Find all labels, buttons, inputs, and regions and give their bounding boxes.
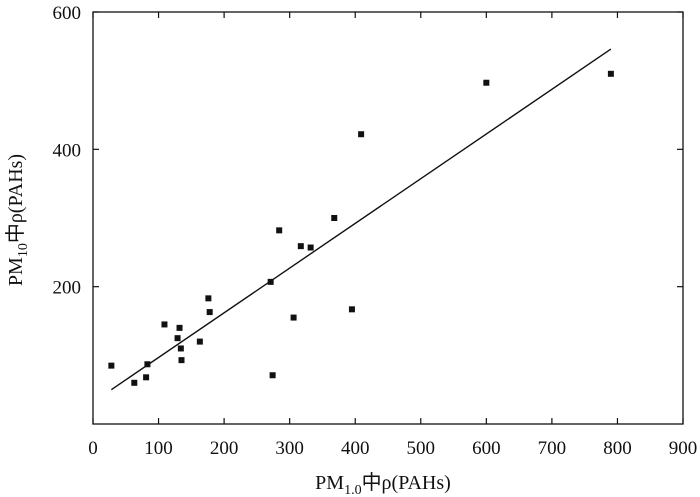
plot-border bbox=[92, 11, 684, 425]
data-point bbox=[607, 70, 614, 77]
data-point bbox=[358, 131, 365, 138]
data-point bbox=[108, 362, 115, 369]
data-point bbox=[131, 379, 138, 386]
data-point bbox=[348, 306, 355, 313]
data-point bbox=[174, 335, 181, 342]
x-tick-label: 200 bbox=[210, 438, 239, 459]
data-points bbox=[108, 70, 614, 386]
data-point bbox=[297, 243, 304, 250]
data-point bbox=[331, 215, 338, 221]
plot-frame bbox=[92, 11, 684, 425]
x-tick-label: 400 bbox=[341, 438, 370, 459]
x-tick-label: 800 bbox=[603, 438, 632, 459]
data-point bbox=[161, 321, 168, 328]
y-axis-title-subscript: 10 bbox=[16, 243, 31, 257]
x-tick-label: 500 bbox=[407, 438, 436, 459]
data-point bbox=[177, 345, 184, 352]
y-axis-title-suffix: 中ρ(PAHs) bbox=[4, 154, 27, 243]
x-tick-label: 0 bbox=[88, 438, 98, 459]
data-point bbox=[483, 79, 490, 86]
x-tick-label: 300 bbox=[275, 438, 304, 459]
data-point bbox=[144, 361, 151, 368]
x-axis-title-prefix: PM bbox=[315, 472, 344, 494]
data-point bbox=[205, 295, 212, 302]
x-tick-label: 700 bbox=[538, 438, 567, 459]
data-point bbox=[276, 227, 283, 234]
y-tick-label: 200 bbox=[53, 278, 82, 299]
x-tick-label: 100 bbox=[144, 438, 173, 459]
data-point bbox=[178, 357, 185, 364]
data-point bbox=[290, 314, 297, 321]
data-point bbox=[143, 374, 150, 381]
y-tick-label: 600 bbox=[53, 3, 82, 24]
data-point bbox=[267, 278, 274, 285]
x-axis-title-suffix: 中ρ(PAHs) bbox=[362, 471, 451, 494]
y-tick-labels: 200 400 600 bbox=[53, 3, 82, 299]
y-tick-label: 400 bbox=[53, 140, 82, 161]
tick-marks bbox=[92, 11, 684, 424]
y-axis-title: PM10中ρ(PAHs) bbox=[4, 154, 31, 286]
data-point bbox=[206, 309, 213, 316]
regression-line bbox=[110, 48, 612, 391]
data-point bbox=[307, 244, 314, 251]
x-axis-title: PM1.0中ρ(PAHs) bbox=[315, 471, 451, 497]
x-tick-label: 900 bbox=[669, 438, 698, 459]
data-point bbox=[196, 338, 203, 345]
data-point bbox=[269, 372, 276, 379]
x-tick-labels: 0 100 200 300 400 500 600 700 800 900 bbox=[88, 438, 697, 459]
data-point bbox=[176, 324, 183, 331]
y-axis-title-prefix: PM bbox=[5, 257, 27, 286]
x-tick-label: 600 bbox=[472, 438, 501, 459]
fit-line-group bbox=[110, 48, 612, 391]
x-axis-title-subscript: 1.0 bbox=[344, 483, 362, 497]
